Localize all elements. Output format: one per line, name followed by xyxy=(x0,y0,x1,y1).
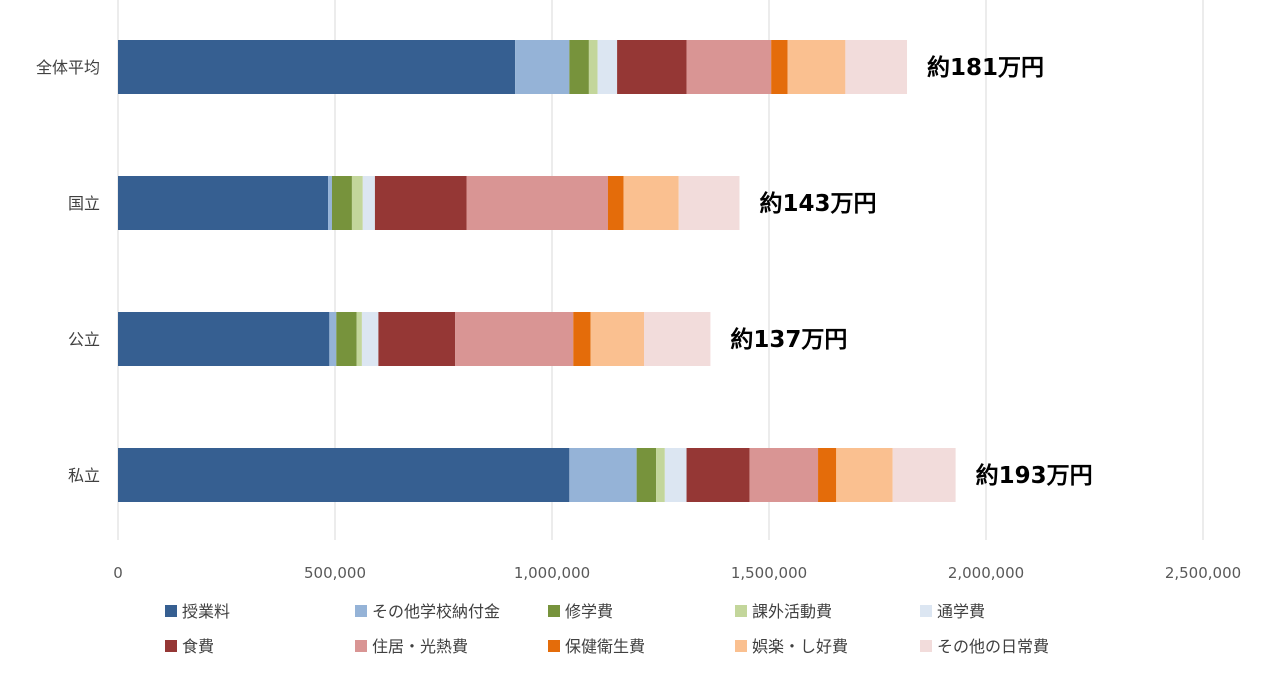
bar-segment xyxy=(607,176,624,230)
bar-segment xyxy=(361,312,379,366)
total-label: 約143万円 xyxy=(759,190,876,217)
bar-segment xyxy=(588,40,598,94)
bar-segment xyxy=(644,312,711,366)
bar-segment xyxy=(656,448,665,502)
total-label: 約193万円 xyxy=(976,462,1093,489)
bar-segment xyxy=(356,312,362,366)
bars xyxy=(118,40,956,502)
bar-segment xyxy=(455,312,574,366)
bar-segment xyxy=(623,176,679,230)
bar-segment xyxy=(749,448,819,502)
legend-swatch xyxy=(355,640,367,652)
legend-swatch xyxy=(165,605,177,617)
legend-label: 通学費 xyxy=(937,602,985,621)
bar-segment xyxy=(636,448,657,502)
bar-segment xyxy=(590,312,645,366)
legend-label: 住居・光熱費 xyxy=(372,637,468,656)
legend-swatch xyxy=(735,640,747,652)
bar-segment xyxy=(118,448,570,502)
legend-swatch xyxy=(548,605,560,617)
x-tick-label: 1,500,000 xyxy=(731,564,807,582)
legend-swatch xyxy=(548,640,560,652)
bar-segment xyxy=(573,312,591,366)
x-tick-label: 500,000 xyxy=(304,564,366,582)
x-axis-ticks: 0 500,000 1,000,000 1,500,000 2,000,000 2,500… xyxy=(113,564,1241,582)
legend-label: 修学費 xyxy=(565,602,613,621)
bar-segment xyxy=(845,40,908,94)
bar-segment xyxy=(378,312,456,366)
bar-segment xyxy=(336,312,357,366)
bar-segment xyxy=(818,448,837,502)
category-label: 公立 xyxy=(68,330,100,349)
bar-segment xyxy=(569,448,637,502)
bar-segment xyxy=(351,176,363,230)
bar-segment xyxy=(362,176,375,230)
bar-segment xyxy=(787,40,846,94)
legend-label: 食費 xyxy=(182,637,214,656)
legend-label: 課外活動費 xyxy=(752,602,832,621)
x-tick-label: 2,000,000 xyxy=(948,564,1024,582)
bar-segment xyxy=(118,176,329,230)
bar-segment xyxy=(617,40,687,94)
bar-segment xyxy=(597,40,618,94)
bar-segment xyxy=(331,176,352,230)
legend-label: 娯楽・し好費 xyxy=(752,637,848,656)
total-label: 約137万円 xyxy=(730,326,847,353)
total-label: 約181万円 xyxy=(927,54,1044,81)
bar-segment xyxy=(664,448,687,502)
bar-segment xyxy=(118,40,516,94)
category-label: 私立 xyxy=(68,466,100,485)
bar-segment xyxy=(329,312,337,366)
category-label: 全体平均 xyxy=(36,58,100,77)
category-label: 国立 xyxy=(68,194,100,213)
legend-label: その他学校納付金 xyxy=(372,602,500,621)
x-tick-label: 0 xyxy=(113,564,123,582)
bar-segment xyxy=(836,448,893,502)
bar-segment xyxy=(686,40,772,94)
legend-swatch xyxy=(920,605,932,617)
bar-segment xyxy=(892,448,956,502)
bar-segment xyxy=(466,176,608,230)
bar-segment xyxy=(686,448,750,502)
bar-segment xyxy=(569,40,589,94)
bar-segment xyxy=(328,176,332,230)
bar-segment xyxy=(771,40,788,94)
legend-label: その他の日常費 xyxy=(937,637,1049,656)
legend-swatch xyxy=(165,640,177,652)
x-tick-label: 2,500,000 xyxy=(1165,564,1241,582)
bar-segment xyxy=(374,176,467,230)
bar-segment xyxy=(515,40,570,94)
x-tick-label: 1,000,000 xyxy=(514,564,590,582)
legend-label: 授業料 xyxy=(182,602,230,621)
legend-swatch xyxy=(735,605,747,617)
bar-segment xyxy=(678,176,740,230)
legend-swatch xyxy=(355,605,367,617)
legend-label: 保健衛生費 xyxy=(565,637,645,656)
legend-swatch xyxy=(920,640,932,652)
bar-segment xyxy=(118,312,330,366)
